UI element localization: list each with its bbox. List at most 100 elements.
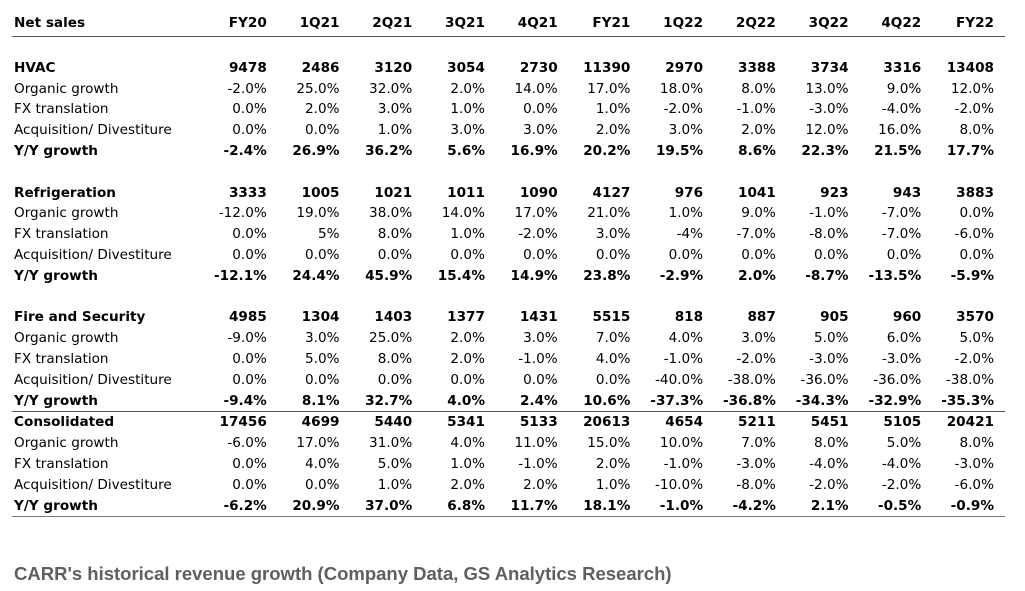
table-cell: -8.0% (809, 226, 849, 243)
column-header: 3Q21 (423, 10, 496, 37)
table-cell: -13.5% (868, 267, 922, 284)
table-cell: -7.0% (881, 226, 922, 243)
table-row: FX translation 0.0% 4.0% 5.0% 1.0% -1.0% 2.0% -… (12, 454, 1005, 475)
table-cell: 2.0% (304, 101, 340, 118)
table-cell: 1041 (737, 184, 776, 201)
table-cell: 5.6% (447, 142, 485, 159)
table-cell: 1090 (519, 184, 558, 201)
table-cell: 2.0% (450, 476, 485, 493)
table-cell: 4654 (641, 411, 715, 434)
table-cell: 14.9% (510, 267, 558, 284)
table-cell: 2.0% (523, 476, 558, 493)
table-cell: 17.0% (296, 435, 340, 452)
table-cell: 6.8% (423, 495, 496, 518)
table-cell: -2.0% (954, 350, 994, 367)
table-cell: 8.0% (741, 80, 776, 97)
spacer-row (12, 37, 1005, 58)
table-cell: 1377 (447, 309, 485, 326)
table-cell: 16.0% (878, 122, 922, 139)
table-cell: 36.2% (365, 142, 413, 159)
table-cell: -6.0% (954, 476, 994, 493)
table-cell: 5.0% (814, 330, 849, 347)
table-cell: 8.1% (301, 392, 340, 409)
table-row: FX translation 0.0% 2.0% 3.0% 1.0% 0.0% 1.0% -2… (12, 99, 1005, 120)
table-cell: -1.0% (518, 455, 558, 472)
table-cell: 3.0% (595, 226, 631, 243)
row-label: Acquisition/ Divestiture (14, 246, 172, 263)
table-cell: 905 (820, 309, 849, 326)
segment-net-sales-row: HVAC 9478 2486 3120 3054 2730 11390 2970 3388 373… (12, 58, 1005, 79)
table-cell: 2.0% (450, 330, 485, 347)
table-cell: 9478 (228, 59, 267, 76)
table-cell: -36.0% (800, 371, 849, 388)
table-cell: 943 (892, 184, 922, 201)
row-label: Acquisition/ Divestiture (14, 371, 172, 388)
yy-growth-row: Y/Y growth -2.4% 26.9% 36.2% 5.6% 16.9% 20.2% 1… (12, 141, 1005, 162)
table-cell: -38.0% (727, 371, 776, 388)
table-cell: 5% (317, 226, 340, 243)
table-cell: 3570 (956, 309, 994, 326)
table-cell: 8.0% (959, 435, 994, 452)
table-cell: 2.1% (786, 495, 860, 518)
table-cell: -1.0% (809, 205, 849, 222)
table-cell: 21.5% (874, 142, 922, 159)
table-cell: 24.4% (292, 267, 340, 284)
table-row: Acquisition/ Divestiture 0.0% 0.0% 0.0% 0.0%… (12, 370, 1005, 391)
table-cell: 0.0% (304, 371, 340, 388)
table-cell: 9.0% (886, 80, 922, 97)
table-cell: -2.0% (736, 350, 776, 367)
table-cell: 0.0% (232, 476, 267, 493)
table-cell: -3.0% (809, 350, 849, 367)
column-header: 4Q21 (495, 10, 569, 37)
table-cell: 1.0% (377, 476, 413, 493)
table-cell: 5451 (786, 411, 860, 434)
column-header: FY22 (932, 10, 1005, 37)
table-cell: 38.0% (369, 205, 413, 222)
table-cell: 4.0% (304, 455, 340, 472)
table-cell: 15.4% (437, 267, 485, 284)
table-cell: 3.0% (304, 330, 340, 347)
table-cell: 923 (820, 184, 849, 201)
table-cell: -8.0% (736, 476, 776, 493)
table-cell: 0.0% (232, 226, 267, 243)
row-label: Organic growth (14, 205, 119, 222)
table-cell: 0.0% (232, 101, 267, 118)
table-cell: 8.0% (377, 226, 413, 243)
table-cell: 0.0% (595, 371, 631, 388)
table-cell: 0.0% (232, 350, 267, 367)
table-cell: 23.8% (583, 267, 631, 284)
row-label: Refrigeration (14, 184, 116, 201)
table-cell: -2.0% (227, 80, 267, 97)
segment-net-sales-row: Fire and Security 4985 1304 1403 1377 1431 551… (12, 307, 1005, 328)
row-label: Fire and Security (14, 309, 146, 326)
table-cell: -4.2% (714, 495, 787, 518)
spacer-row (12, 287, 1005, 308)
table-cell: 12.0% (950, 80, 994, 97)
table-cell: 17.7% (946, 142, 994, 159)
table-cell: -3.0% (736, 455, 776, 472)
table-cell: -4.0% (881, 101, 922, 118)
column-header: 2Q22 (714, 10, 787, 37)
table-cell: 0.0% (595, 246, 631, 263)
table-cell: 17456 (205, 411, 278, 434)
table-cell: 2730 (519, 59, 558, 76)
table-cell: 1011 (447, 184, 485, 201)
table-cell: 0.0% (304, 122, 340, 139)
table-cell: 3316 (883, 59, 922, 76)
table-cell: 1.0% (377, 122, 413, 139)
table-cell: 1304 (301, 309, 340, 326)
table-cell: 3.0% (668, 122, 704, 139)
row-label: Organic growth (14, 80, 119, 97)
row-label: Acquisition/ Divestiture (14, 122, 172, 139)
table-cell: 2.0% (741, 122, 776, 139)
table-cell: -9.0% (227, 330, 267, 347)
table-cell: -12.0% (218, 205, 267, 222)
row-label: Y/Y growth (14, 392, 98, 409)
table-cell: 11.0% (514, 435, 558, 452)
table-cell: 7.0% (595, 330, 631, 347)
table-cell: 5105 (859, 411, 933, 434)
table-cell: 0.0% (450, 246, 485, 263)
table-cell: 976 (674, 184, 704, 201)
table-cell: -10.0% (655, 476, 704, 493)
table-cell: 0.0% (886, 246, 922, 263)
